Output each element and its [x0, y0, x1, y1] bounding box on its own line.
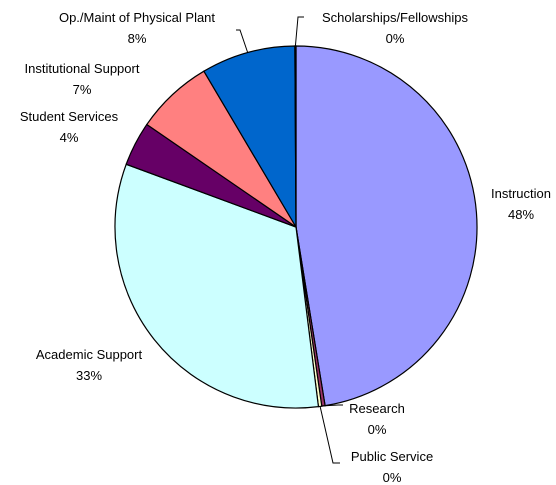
leader-research — [323, 404, 343, 407]
pct-research: 0% — [368, 422, 387, 437]
pct-student-services: 4% — [60, 130, 79, 145]
leader-public-service — [319, 406, 340, 464]
label-research: Research — [349, 401, 405, 416]
pct-public-service: 0% — [383, 470, 402, 485]
label-instruction: Instruction — [491, 186, 551, 201]
pct-instruction: 48% — [508, 207, 534, 222]
slice-instruction — [295, 45, 478, 407]
leader-op-maint-physical-plant — [236, 29, 249, 53]
label-scholarships-fellowships: Scholarships/Fellowships — [322, 10, 468, 25]
label-op-maint-physical-plant: Op./Maint of Physical Plant — [59, 10, 215, 25]
leader-scholarships-fellowships — [294, 16, 304, 47]
label-academic-support: Academic Support — [36, 347, 143, 362]
pct-institutional-support: 7% — [73, 82, 92, 97]
pct-academic-support: 33% — [76, 368, 102, 383]
label-institutional-support: Institutional Support — [25, 61, 140, 76]
label-public-service: Public Service — [351, 449, 433, 464]
leader-lines — [236, 16, 343, 464]
pct-scholarships-fellowships: 0% — [386, 31, 405, 46]
pie-slices — [114, 45, 478, 409]
slice-op-maint-of-physical-plant — [203, 45, 297, 230]
label-student-services: Student Services — [20, 109, 119, 124]
pct-op-maint-physical-plant: 8% — [128, 31, 147, 46]
slice-academic-support — [114, 163, 320, 409]
